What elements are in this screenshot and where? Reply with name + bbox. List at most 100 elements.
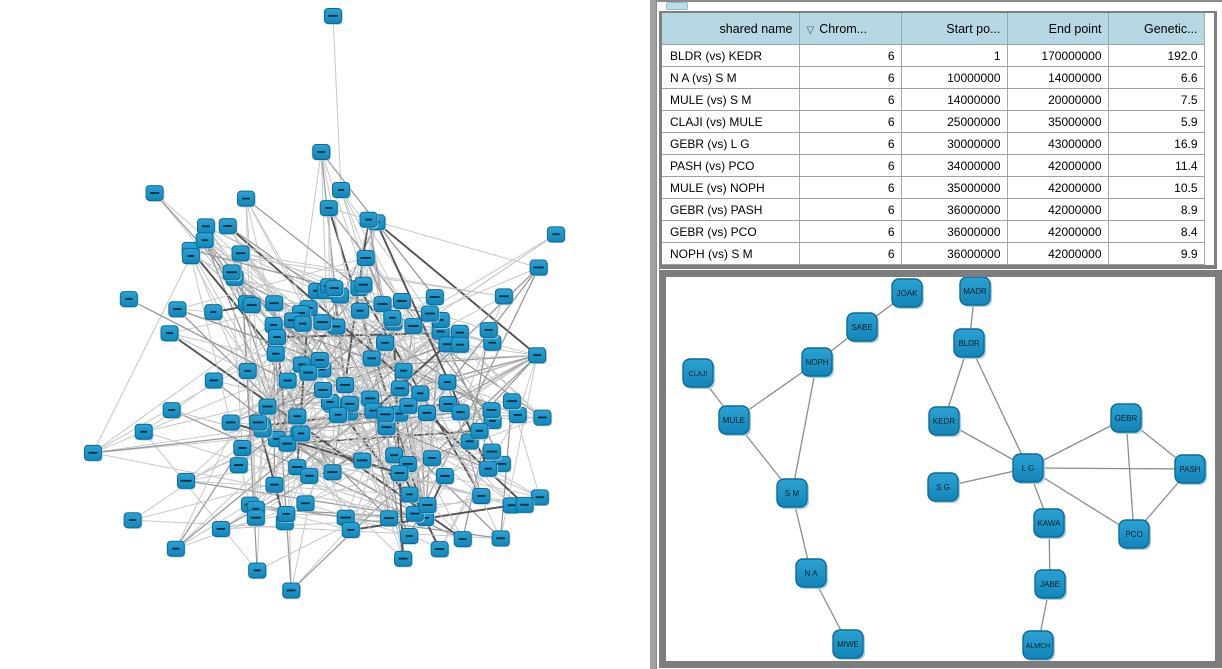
network-node[interactable] (479, 322, 499, 339)
network-node[interactable] (341, 522, 361, 539)
network-node[interactable] (313, 314, 332, 331)
column-header-shared-name[interactable]: shared name (662, 13, 799, 45)
table-row[interactable]: GEBR (vs) PASH 6 36000000 42000000 8.9 (662, 198, 1214, 221)
network-node[interactable] (162, 402, 182, 419)
network-node[interactable] (353, 452, 372, 470)
network-node[interactable] (204, 304, 223, 321)
node-gebr[interactable]: GEBR (1110, 403, 1143, 434)
network-node[interactable] (472, 487, 491, 505)
network-node[interactable] (258, 398, 278, 416)
table-row[interactable]: PASH (vs) PCO 6 34000000 42000000 11.4 (662, 154, 1214, 177)
network-node[interactable] (491, 530, 511, 548)
network-node[interactable] (328, 406, 348, 424)
network-node[interactable] (451, 404, 471, 421)
network-node[interactable] (231, 245, 251, 263)
network-node[interactable] (218, 218, 238, 235)
network-node[interactable] (293, 315, 313, 333)
network-node[interactable] (399, 397, 419, 415)
node-mule[interactable]: MULE (718, 405, 751, 436)
network-node[interactable] (282, 582, 301, 600)
node-pash[interactable]: PASH (1174, 454, 1207, 485)
network-node[interactable] (134, 423, 154, 441)
column-header-chromosome[interactable]: ▽ Chrom... (798, 13, 901, 45)
network-node[interactable] (319, 200, 339, 217)
node-sabe[interactable]: SABE (846, 312, 879, 343)
node-n-a[interactable]: N A (795, 558, 828, 589)
node-madr[interactable]: MADR (959, 277, 992, 307)
network-node[interactable] (400, 486, 420, 504)
network-node[interactable] (168, 301, 188, 318)
network-node[interactable] (354, 276, 374, 294)
network-node[interactable] (236, 190, 256, 208)
detail-network-canvas[interactable]: MADR JOAK SABE BLDR NOPH CLAJI MULE KEDR GEBR L G… (666, 277, 1215, 661)
network-node[interactable] (277, 506, 296, 523)
network-node[interactable] (482, 402, 502, 419)
node-noph[interactable]: NOPH (801, 347, 834, 378)
network-node[interactable] (430, 541, 450, 558)
network-node[interactable] (327, 318, 347, 336)
table-row[interactable]: GEBR (vs) L G 6 30000000 43000000 16.9 (662, 132, 1214, 155)
network-node[interactable] (299, 364, 318, 382)
network-node[interactable] (392, 293, 412, 310)
main-network-canvas[interactable] (0, 0, 650, 669)
network-node[interactable] (222, 264, 242, 282)
network-node[interactable] (502, 393, 522, 410)
network-node[interactable] (211, 520, 231, 538)
table-row[interactable]: MULE (vs) S M 6 14000000 20000000 7.5 (662, 88, 1214, 111)
filter-icon[interactable]: ▽ (806, 24, 815, 36)
network-node[interactable] (265, 476, 285, 494)
network-node[interactable] (356, 250, 376, 267)
network-node[interactable] (312, 144, 331, 161)
network-node[interactable] (376, 334, 395, 352)
network-node[interactable] (470, 422, 490, 440)
network-node[interactable] (390, 380, 410, 398)
network-node[interactable] (83, 444, 103, 462)
network-node[interactable] (435, 468, 455, 485)
network-node[interactable] (450, 336, 470, 354)
network-node[interactable] (221, 414, 241, 432)
node-jabe[interactable]: JABE (1034, 569, 1067, 600)
network-node[interactable] (383, 309, 402, 327)
network-node[interactable] (278, 435, 298, 453)
node-kedr[interactable]: KEDR (928, 406, 961, 437)
network-node[interactable] (533, 409, 553, 427)
node-l-g[interactable]: L G (1012, 453, 1045, 484)
network-node[interactable] (479, 460, 498, 478)
table-row[interactable]: N A (vs) S M 6 10000000 14000000 6.6 (662, 66, 1214, 89)
network-node[interactable] (160, 325, 180, 342)
network-node[interactable] (267, 329, 287, 346)
network-node[interactable] (380, 510, 399, 527)
network-node[interactable] (324, 8, 343, 25)
network-node[interactable] (431, 312, 451, 329)
network-node[interactable] (246, 509, 266, 527)
network-node[interactable] (351, 302, 370, 320)
network-node[interactable] (359, 211, 379, 229)
network-node[interactable] (266, 345, 286, 363)
network-node[interactable] (292, 425, 311, 443)
network-node[interactable] (483, 334, 502, 352)
network-node[interactable] (422, 450, 442, 467)
network-node[interactable] (145, 185, 165, 202)
network-node[interactable] (332, 182, 351, 199)
node-s-g[interactable]: S G (927, 472, 960, 503)
node-joak[interactable]: JOAK (891, 278, 924, 309)
network-node[interactable] (373, 296, 393, 313)
network-node[interactable] (314, 382, 333, 399)
table-row[interactable]: NOPH (vs) S M 6 36000000 42000000 9.9 (662, 242, 1214, 265)
network-node[interactable] (336, 377, 355, 394)
network-node[interactable] (325, 280, 344, 297)
network-node[interactable] (278, 372, 298, 390)
node-miwe[interactable]: MIWE (832, 629, 865, 660)
network-node[interactable] (300, 467, 319, 485)
network-node[interactable] (362, 350, 382, 368)
network-node[interactable] (546, 226, 566, 244)
network-node[interactable] (404, 318, 424, 335)
network-node[interactable] (528, 347, 547, 364)
network-node[interactable] (394, 362, 414, 380)
network-node[interactable] (195, 232, 215, 250)
network-node[interactable] (515, 496, 535, 514)
network-node[interactable] (181, 248, 201, 265)
network-node[interactable] (119, 291, 139, 308)
network-node[interactable] (176, 472, 196, 490)
network-node[interactable] (296, 495, 316, 513)
